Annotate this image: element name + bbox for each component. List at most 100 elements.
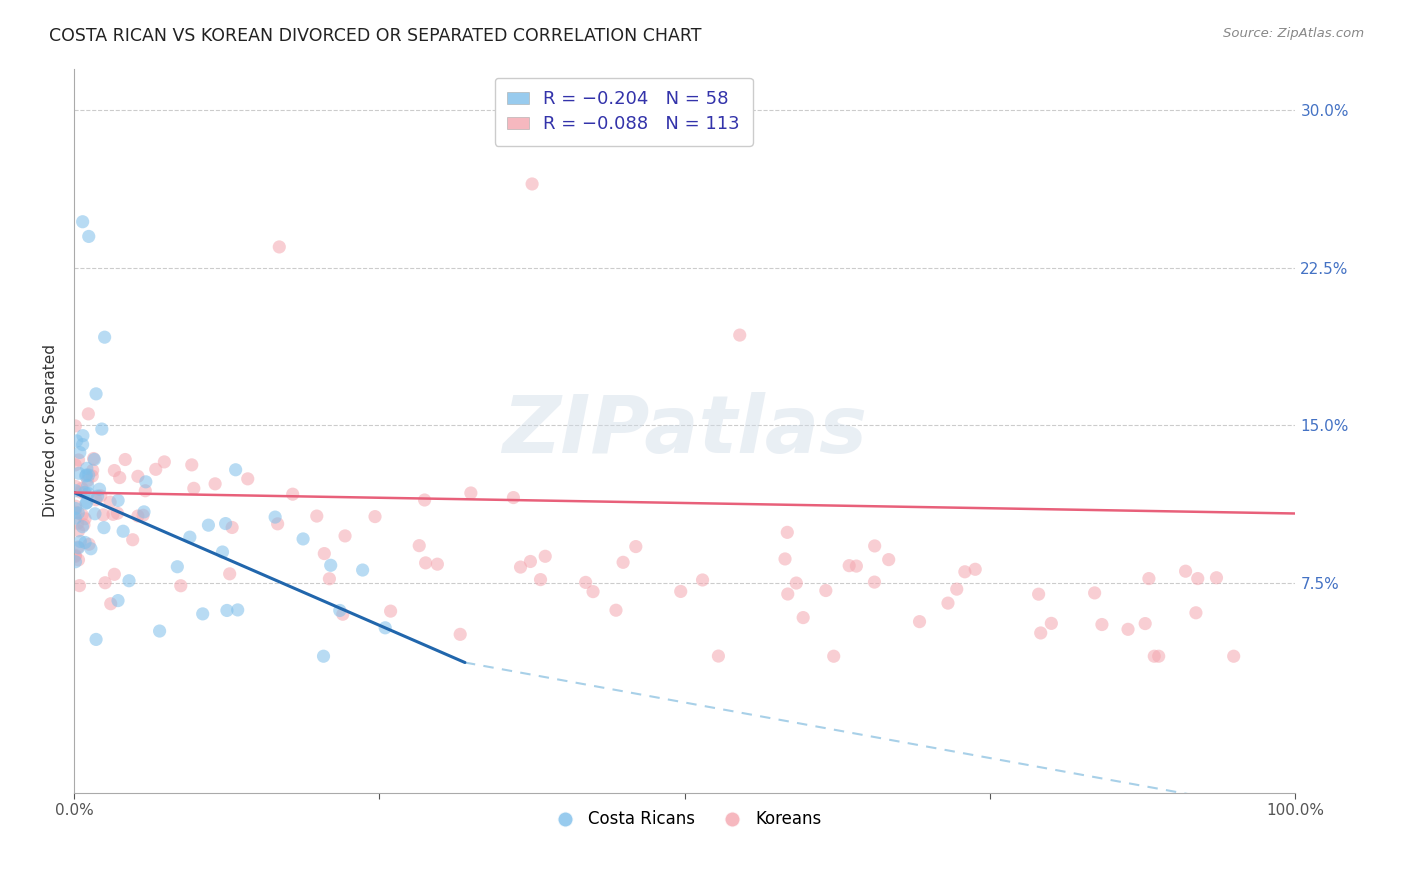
Point: [66, 434, 89, 448]
Point: [107, 593, 129, 607]
Point: [314, 547, 336, 561]
Point: [84, 632, 107, 647]
Point: [121, 533, 143, 547]
Point: [1205, 571, 1227, 585]
Point: [319, 558, 342, 573]
Point: [792, 610, 814, 624]
Point: [364, 509, 387, 524]
Point: [519, 554, 541, 568]
Point: [118, 574, 141, 588]
Point: [281, 487, 304, 501]
Point: [776, 525, 799, 540]
Point: [863, 539, 886, 553]
Point: [292, 532, 315, 546]
Point: [84, 507, 107, 521]
Point: [449, 627, 471, 641]
Point: [84, 387, 107, 401]
Point: [76, 474, 98, 488]
Point: [69, 445, 91, 459]
Point: [1116, 623, 1139, 637]
Point: [65, 483, 87, 498]
Point: [179, 530, 201, 544]
Point: [624, 540, 647, 554]
Point: [90, 489, 112, 503]
Point: [269, 240, 291, 254]
Point: [413, 493, 436, 508]
Point: [415, 556, 437, 570]
Point: [191, 607, 214, 621]
Point: [93, 521, 115, 535]
Point: [215, 603, 238, 617]
Point: [1143, 649, 1166, 664]
Point: [305, 509, 328, 524]
Point: [332, 607, 354, 622]
Point: [89, 482, 111, 496]
Point: [94, 575, 117, 590]
Point: [107, 506, 129, 520]
Point: [1091, 617, 1114, 632]
Point: [380, 604, 402, 618]
Point: [1222, 649, 1244, 664]
Point: [65, 418, 87, 433]
Point: [1040, 616, 1063, 631]
Point: [132, 508, 155, 523]
Point: [76, 478, 98, 492]
Point: [502, 491, 524, 505]
Point: [80, 541, 103, 556]
Point: [1137, 572, 1160, 586]
Point: [65, 500, 87, 514]
Point: [333, 529, 356, 543]
Point: [214, 516, 236, 531]
Point: [575, 575, 598, 590]
Point: [908, 615, 931, 629]
Point: [529, 573, 551, 587]
Point: [605, 603, 627, 617]
Text: COSTA RICAN VS KOREAN DIVORCED OR SEPARATED CORRELATION CHART: COSTA RICAN VS KOREAN DIVORCED OR SEPARA…: [49, 27, 702, 45]
Point: [225, 463, 247, 477]
Point: [65, 458, 87, 472]
Point: [132, 505, 155, 519]
Point: [266, 516, 288, 531]
Point: [823, 649, 845, 664]
Point: [776, 587, 799, 601]
Point: [426, 557, 449, 571]
Point: [75, 496, 97, 510]
Point: [1133, 616, 1156, 631]
Point: [936, 596, 959, 610]
Point: [773, 552, 796, 566]
Point: [1029, 626, 1052, 640]
Point: [77, 407, 100, 421]
Point: [67, 540, 90, 554]
Point: [1187, 572, 1209, 586]
Point: [75, 469, 97, 483]
Point: [1185, 606, 1208, 620]
Point: [149, 624, 172, 638]
Point: [534, 549, 557, 564]
Point: [103, 567, 125, 582]
Point: [112, 524, 135, 539]
Point: [612, 555, 634, 569]
Point: [86, 489, 108, 503]
Point: [72, 519, 94, 533]
Point: [75, 467, 97, 482]
Point: [170, 579, 193, 593]
Point: [183, 481, 205, 495]
Legend: Costa Ricans, Koreans: Costa Ricans, Koreans: [541, 804, 828, 835]
Point: [67, 453, 90, 467]
Point: [65, 511, 87, 525]
Point: [127, 469, 149, 483]
Point: [814, 583, 837, 598]
Point: [692, 573, 714, 587]
Point: [204, 476, 226, 491]
Point: [329, 603, 352, 617]
Point: [520, 177, 543, 191]
Point: [67, 524, 90, 538]
Point: [98, 495, 121, 509]
Point: [69, 534, 91, 549]
Point: [73, 517, 96, 532]
Point: [197, 518, 219, 533]
Point: [134, 483, 156, 498]
Point: [211, 545, 233, 559]
Point: [114, 452, 136, 467]
Point: [863, 575, 886, 590]
